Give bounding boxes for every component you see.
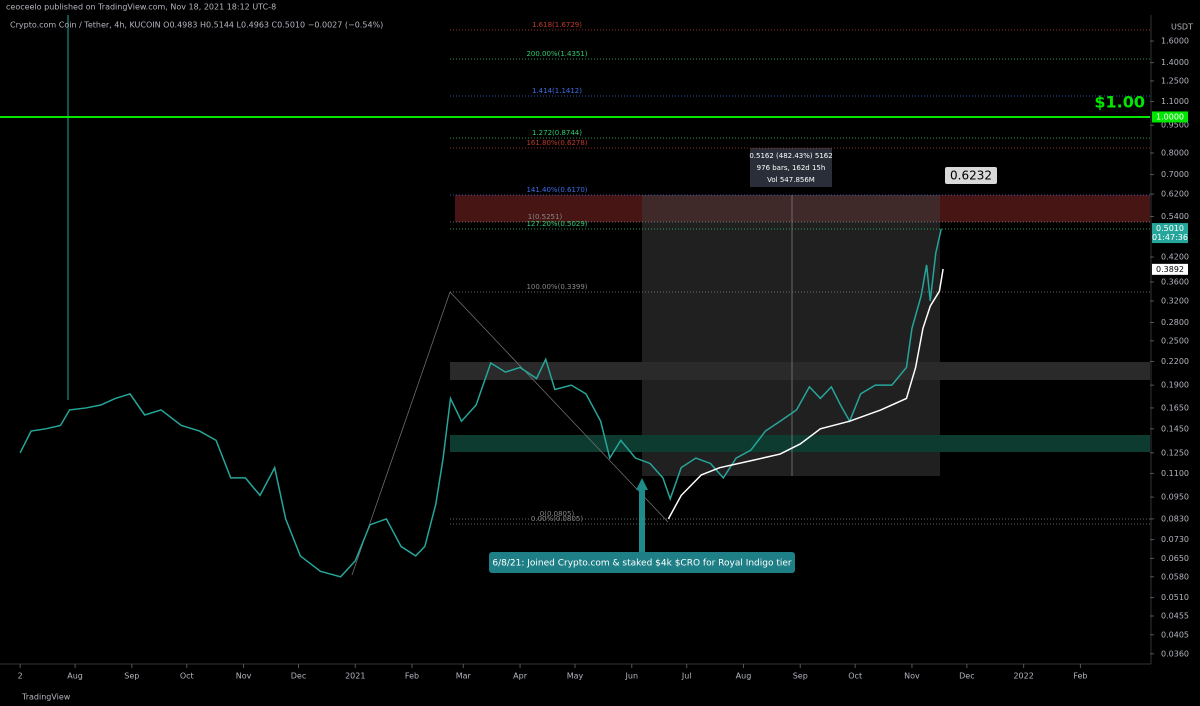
x-tick-label: Aug bbox=[736, 672, 752, 681]
price-tag bbox=[1152, 263, 1188, 275]
x-tick-label: 2021 bbox=[345, 672, 365, 681]
x-tick-label: 2022 bbox=[1013, 672, 1033, 681]
y-tick-label: 0.0650 bbox=[1161, 554, 1189, 563]
y-tick-label: 0.0580 bbox=[1161, 572, 1189, 581]
currency: USDT bbox=[1171, 23, 1193, 32]
fib-label: 127.20%(0.5029) bbox=[526, 220, 587, 228]
fib-label: 1(0.5251) bbox=[528, 213, 563, 221]
fib-label: 1.618(1.6729) bbox=[532, 21, 582, 29]
footer: TradingView bbox=[21, 693, 71, 702]
y-tick-label: 0.0510 bbox=[1161, 593, 1189, 602]
y-tick-label: 0.8000 bbox=[1161, 148, 1189, 157]
x-tick-label: Nov bbox=[904, 672, 920, 681]
price-tag bbox=[1152, 111, 1188, 123]
x-tick-label: Mar bbox=[456, 672, 472, 681]
x-tick-label: Feb bbox=[1073, 672, 1087, 681]
fib-label: 1.414(1.1412) bbox=[532, 87, 582, 95]
header: ceoceelo published on TradingView.com, N… bbox=[6, 3, 276, 12]
y-tick-label: 0.0830 bbox=[1161, 514, 1189, 523]
callout-box bbox=[945, 167, 997, 184]
fib-label: 1.272(0.8744) bbox=[532, 129, 582, 137]
callout: 0.6232 bbox=[950, 169, 992, 183]
note-arrow bbox=[639, 490, 645, 552]
note: 6/8/21: Joined Crypto.com & staked $4k $… bbox=[492, 559, 792, 569]
y-tick-label: 1.4000 bbox=[1161, 58, 1189, 67]
x-tick-label: Dec bbox=[291, 672, 306, 681]
measure-label: 976 bars, 162d 15h bbox=[757, 164, 826, 172]
y-tick-label: 0.1100 bbox=[1161, 469, 1189, 478]
y-tick-label: 0.0730 bbox=[1161, 535, 1189, 544]
y-tick-label: 0.3200 bbox=[1161, 296, 1189, 305]
y-tick-label: 1.6000 bbox=[1161, 37, 1189, 46]
price-tag-sublabel: 01:47:36 bbox=[1152, 233, 1188, 242]
measure-label-box bbox=[750, 148, 832, 187]
y-tick-label: 0.0455 bbox=[1161, 611, 1189, 620]
price-tag-label: 0.3892 bbox=[1156, 265, 1184, 274]
y-tick-label: 0.6200 bbox=[1161, 190, 1189, 199]
series-line bbox=[19, 228, 942, 578]
x-tick-label: Sep bbox=[793, 672, 808, 681]
note-arrow bbox=[636, 478, 648, 490]
x-tick-label: Aug bbox=[67, 672, 83, 681]
price-tag-label: 0.5010 bbox=[1156, 224, 1184, 233]
x-tick-label: Oct bbox=[848, 672, 862, 681]
target-label: $1.00 bbox=[1094, 92, 1145, 111]
y-tick-label: 0.2200 bbox=[1161, 357, 1189, 366]
legend: Crypto.com Coin / Tether, 4h, KUCOIN O0.… bbox=[10, 21, 383, 30]
x-tick-label: Dec bbox=[959, 672, 974, 681]
y-tick-label: 0.1250 bbox=[1161, 448, 1189, 457]
y-tick-label: 0.1450 bbox=[1161, 424, 1189, 433]
x-tick-label: Oct bbox=[180, 672, 194, 681]
y-tick-label: 1.2500 bbox=[1161, 76, 1189, 85]
y-tick-label: 0.7000 bbox=[1161, 170, 1189, 179]
y-tick-label: 0.4200 bbox=[1161, 253, 1189, 262]
y-tick-label: 0.3600 bbox=[1161, 277, 1189, 286]
measure-box bbox=[642, 195, 940, 476]
x-tick-label: Sep bbox=[124, 672, 139, 681]
x-tick-label: 2 bbox=[18, 672, 23, 681]
y-tick-label: 1.1000 bbox=[1161, 97, 1189, 106]
measure-label: Vol 547.856M bbox=[767, 176, 815, 184]
fib-label: 0(0.0805) bbox=[540, 510, 575, 518]
y-tick-label: 0.0950 bbox=[1161, 493, 1189, 502]
y-tick-label: 0.9500 bbox=[1161, 121, 1189, 130]
y-tick-label: 0.1900 bbox=[1161, 381, 1189, 390]
x-tick-label: Jul bbox=[681, 672, 692, 681]
fib-label: 141.40%(0.6170) bbox=[526, 186, 587, 194]
trend-line bbox=[449, 291, 669, 523]
fib-label: 200.00%(1.4351) bbox=[526, 50, 587, 58]
x-tick-label: Feb bbox=[405, 672, 419, 681]
fib-label: 100.00%(0.3399) bbox=[526, 283, 587, 291]
price-tag-label: 1.0000 bbox=[1156, 112, 1184, 121]
y-tick-label: 0.0405 bbox=[1161, 630, 1189, 639]
x-tick-label: May bbox=[567, 672, 584, 681]
series-line bbox=[667, 268, 944, 520]
x-tick-label: Jun bbox=[625, 672, 639, 681]
fib-label: 161.80%(0.6278) bbox=[526, 139, 587, 147]
y-tick-label: 0.1650 bbox=[1161, 403, 1189, 412]
y-tick-label: 0.5400 bbox=[1161, 212, 1189, 221]
price-tag bbox=[1152, 223, 1188, 244]
x-tick-label: Apr bbox=[513, 672, 528, 681]
x-tick-label: Nov bbox=[236, 672, 252, 681]
y-tick-label: 0.2500 bbox=[1161, 336, 1189, 345]
note-box bbox=[489, 552, 795, 573]
y-tick-label: 0.0360 bbox=[1161, 649, 1189, 658]
grey-zone bbox=[450, 362, 1150, 380]
measure-label: 0.5162 (482.43%) 5162 bbox=[749, 152, 832, 160]
fib-label: 0.00%(0.0805) bbox=[531, 515, 583, 523]
y-tick-label: 0.2800 bbox=[1161, 318, 1189, 327]
